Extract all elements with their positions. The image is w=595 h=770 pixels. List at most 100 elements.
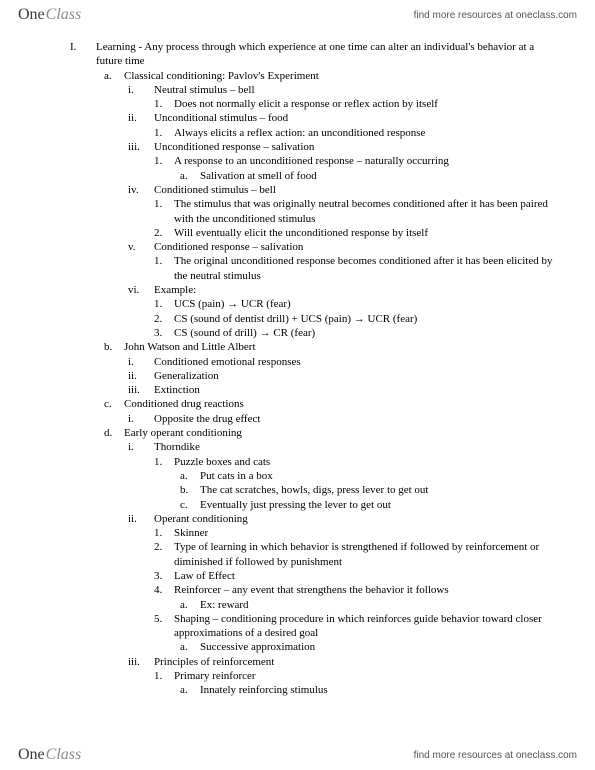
brand-class: Class — [46, 746, 82, 764]
document-body: I. Learning - Any process through which … — [70, 40, 555, 730]
marker: ii. — [128, 369, 154, 383]
text: Skinner — [174, 526, 555, 540]
text: Eventually just pressing the lever to ge… — [200, 498, 555, 512]
marker: vi. — [128, 283, 154, 297]
text: Principles of reinforcement — [154, 655, 555, 669]
outline-item: i.Neutral stimulus – bell — [70, 83, 555, 97]
brand-logo: OneClass — [18, 6, 81, 24]
marker: 3. — [154, 569, 174, 583]
marker: 5. — [154, 612, 174, 641]
outline-item: ii.Generalization — [70, 369, 555, 383]
text: John Watson and Little Albert — [124, 340, 555, 354]
brand-class: Class — [46, 6, 82, 24]
text-post: UCR (fear) — [365, 313, 418, 325]
outline-item: 1.The original unconditioned response be… — [70, 254, 555, 283]
marker: 1. — [154, 526, 174, 540]
marker: iii. — [128, 655, 154, 669]
marker: 2. — [154, 540, 174, 569]
outline-item: b.The cat scratches, howls, digs, press … — [70, 483, 555, 497]
text: Operant conditioning — [154, 512, 555, 526]
text: A response to an unconditioned response … — [174, 154, 555, 168]
marker: 1. — [154, 97, 174, 111]
text: Conditioned emotional responses — [154, 355, 555, 369]
outline-item: 1.UCS (pain) → UCR (fear) — [70, 297, 555, 311]
outline-item: 2.CS (sound of dentist drill) + UCS (pai… — [70, 312, 555, 326]
marker: i. — [128, 440, 154, 454]
outline-item: 4.Reinforcer – any event that strengthen… — [70, 583, 555, 597]
text: CS (sound of drill) → CR (fear) — [174, 326, 555, 340]
text: The original unconditioned response beco… — [174, 254, 555, 283]
page-header: OneClass find more resources at oneclass… — [0, 0, 595, 30]
marker: 3. — [154, 326, 174, 340]
marker: a. — [180, 469, 200, 483]
outline-item: iii.Unconditioned response – salivation — [70, 140, 555, 154]
marker: a. — [180, 640, 200, 654]
text: The stimulus that was originally neutral… — [174, 197, 555, 226]
outline-item: 1.Skinner — [70, 526, 555, 540]
marker: v. — [128, 240, 154, 254]
marker: iv. — [128, 183, 154, 197]
text: Unconditioned response – salivation — [154, 140, 555, 154]
marker: 4. — [154, 583, 174, 597]
text-pre: CS (sound of dentist drill) + UCS (pain) — [174, 313, 354, 325]
text: Generalization — [154, 369, 555, 383]
text: Opposite the drug effect — [154, 412, 555, 426]
text: Primary reinforcer — [174, 669, 555, 683]
text: Salivation at smell of food — [200, 169, 555, 183]
footer-resources-link[interactable]: find more resources at oneclass.com — [414, 750, 577, 761]
marker: 1. — [154, 254, 174, 283]
marker: c. — [104, 397, 124, 411]
text-pre: CS (sound of drill) — [174, 327, 260, 339]
marker: i. — [128, 412, 154, 426]
text: Does not normally elicit a response or r… — [174, 97, 555, 111]
marker: 1. — [154, 197, 174, 226]
outline-item: 1.Puzzle boxes and cats — [70, 455, 555, 469]
text: Extinction — [154, 383, 555, 397]
outline-item: 1.A response to an unconditioned respons… — [70, 154, 555, 168]
outline-item: b.John Watson and Little Albert — [70, 340, 555, 354]
outline-item: vi.Example: — [70, 283, 555, 297]
text: Example: — [154, 283, 555, 297]
text: Put cats in a box — [200, 469, 555, 483]
text: The cat scratches, howls, digs, press le… — [200, 483, 555, 497]
outline-item: i.Opposite the drug effect — [70, 412, 555, 426]
text-post: UCR (fear) — [238, 298, 291, 310]
text-pre: UCS (pain) — [174, 298, 227, 310]
outline-item: ii.Unconditional stimulus – food — [70, 111, 555, 125]
text: Shaping – conditioning procedure in whic… — [174, 612, 555, 641]
text: UCS (pain) → UCR (fear) — [174, 297, 555, 311]
marker: 1. — [154, 126, 174, 140]
marker: 1. — [154, 297, 174, 311]
text: Unconditional stimulus – food — [154, 111, 555, 125]
outline-item: 1.The stimulus that was originally neutr… — [70, 197, 555, 226]
arrow-icon: → — [260, 327, 271, 339]
marker: a. — [180, 683, 200, 697]
outline-item: a.Ex: reward — [70, 598, 555, 612]
arrow-icon: → — [354, 313, 365, 325]
text: Successive approximation — [200, 640, 555, 654]
marker: c. — [180, 498, 200, 512]
marker: i. — [128, 83, 154, 97]
text: Conditioned stimulus – bell — [154, 183, 555, 197]
outline-item: c.Conditioned drug reactions — [70, 397, 555, 411]
outline-item: a.Innately reinforcing stimulus — [70, 683, 555, 697]
text: Always elicits a reflex action: an uncon… — [174, 126, 555, 140]
outline-item: 1.Does not normally elicit a response or… — [70, 97, 555, 111]
outline-item: a.Put cats in a box — [70, 469, 555, 483]
text: CS (sound of dentist drill) + UCS (pain)… — [174, 312, 555, 326]
marker: a. — [104, 69, 124, 83]
header-resources-link[interactable]: find more resources at oneclass.com — [414, 10, 577, 21]
text: Neutral stimulus – bell — [154, 83, 555, 97]
arrow-icon: → — [227, 298, 238, 310]
outline-item: a.Salivation at smell of food — [70, 169, 555, 183]
marker: a. — [180, 169, 200, 183]
text-post: CR (fear) — [271, 327, 316, 339]
outline-item: ii.Operant conditioning — [70, 512, 555, 526]
outline-item: 5.Shaping – conditioning procedure in wh… — [70, 612, 555, 641]
text: Puzzle boxes and cats — [174, 455, 555, 469]
marker: 2. — [154, 312, 174, 326]
marker: b. — [180, 483, 200, 497]
marker: ii. — [128, 512, 154, 526]
outline-item: iii.Principles of reinforcement — [70, 655, 555, 669]
outline-item: a.Successive approximation — [70, 640, 555, 654]
